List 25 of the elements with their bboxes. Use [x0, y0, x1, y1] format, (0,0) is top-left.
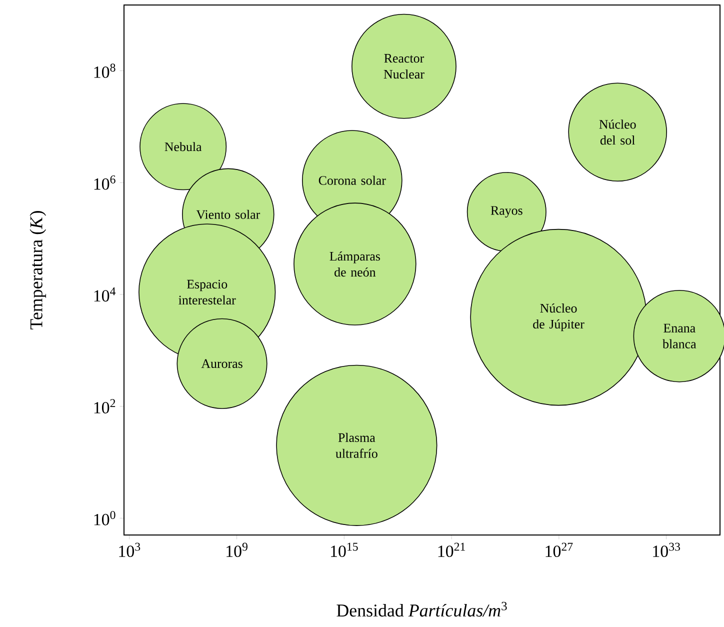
- y-axis-title: Temperatura (K): [30, 211, 46, 330]
- x-tick-label: 10$^{9}$: [226, 542, 248, 558]
- annotation: Viento solar: [196, 210, 260, 220]
- annotation: Rayos: [490, 206, 522, 218]
- annotation: Reactor Nuclear: [384, 54, 424, 79]
- annotation: Núcleo de Júpiter: [533, 303, 584, 332]
- annotation: Espacio interestelar: [178, 280, 236, 304]
- annotation: Núcleo del sol: [599, 120, 636, 145]
- x-tick-label: 10$^{21}$: [438, 542, 465, 558]
- annotation: Auroras: [201, 359, 242, 368]
- x-axis-title: Densidad Partículas/m$^{3}$: [336, 602, 507, 617]
- annotation: Nebula: [164, 142, 202, 152]
- y-tick-label: 10$^{2}$: [94, 399, 116, 414]
- annotation: Enana blanca: [662, 324, 696, 348]
- x-tick-label: 10$^{15}$: [330, 542, 358, 558]
- y-tick-label: 10$^{4}$: [94, 287, 116, 302]
- annotation: Corona solar: [318, 176, 386, 185]
- y-tick-label: 10$^{8}$: [94, 64, 116, 78]
- x-tick-label: 10$^{33}$: [653, 542, 680, 558]
- y-tick-label: 10$^{6}$: [94, 175, 116, 190]
- annotation: Plasma ultrafrío: [336, 432, 378, 458]
- y-tick-label: 10$^{0}$: [94, 511, 116, 526]
- x-tick-label: 10$^{3}$: [119, 542, 140, 558]
- annotation: Lámparas de neón: [330, 252, 380, 277]
- x-tick-label: 10$^{27}$: [546, 542, 573, 558]
